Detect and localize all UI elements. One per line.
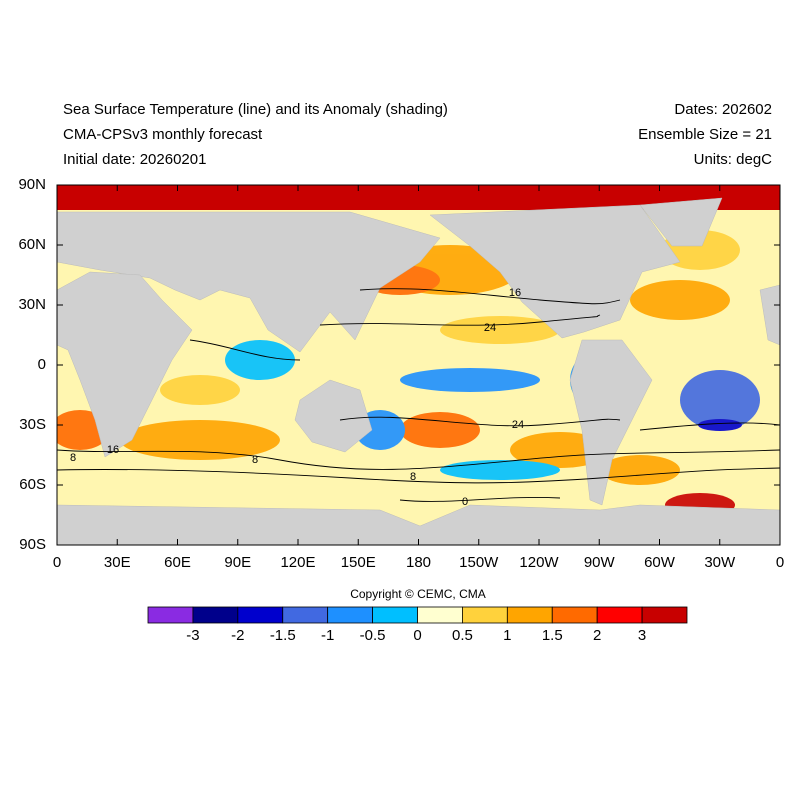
lon-label: 90W bbox=[584, 554, 616, 571]
colorbar-label: -3 bbox=[186, 627, 199, 644]
colorbar-box bbox=[327, 606, 373, 624]
lon-label: 120W bbox=[519, 554, 559, 571]
contour-label: 8 bbox=[252, 454, 258, 466]
contour-label: 16 bbox=[107, 444, 119, 456]
colorbar-box bbox=[147, 606, 194, 624]
colorbar-label: -0.5 bbox=[360, 627, 386, 644]
lon-label: 0 bbox=[53, 554, 61, 571]
colorbar-box bbox=[506, 606, 553, 624]
contour-label: 0 bbox=[462, 496, 468, 508]
lat-label: 90S bbox=[19, 536, 46, 553]
colorbar-box bbox=[417, 606, 463, 624]
map: 16 24 24 16 8 8 8 0 bbox=[57, 185, 780, 545]
lon-label: 0 bbox=[776, 554, 784, 571]
lon-label: 120E bbox=[280, 554, 315, 571]
colorbar-box bbox=[641, 606, 688, 624]
colorbar-box bbox=[237, 606, 284, 624]
colorbar-label: 3 bbox=[638, 627, 646, 644]
colorbar-label: 1 bbox=[503, 627, 511, 644]
header-right: Units: degC bbox=[694, 151, 773, 168]
colorbar-box bbox=[462, 606, 508, 624]
colorbar-label: 1.5 bbox=[542, 627, 563, 644]
lon-label: 150E bbox=[341, 554, 376, 571]
lat-label: 90N bbox=[18, 176, 46, 193]
lon-label: 60E bbox=[164, 554, 191, 571]
header-right: Dates: 202602 bbox=[674, 101, 772, 118]
header-left: Initial date: 20260201 bbox=[63, 151, 206, 168]
colorbar-box bbox=[596, 606, 643, 624]
lon-label: 150W bbox=[459, 554, 499, 571]
lon-label: 30E bbox=[104, 554, 131, 571]
contour-label: 24 bbox=[484, 322, 496, 334]
contour-label: 8 bbox=[70, 452, 76, 464]
colorbar-label: -1.5 bbox=[270, 627, 296, 644]
contour-label: 8 bbox=[410, 471, 416, 483]
colorbar-box bbox=[551, 606, 598, 624]
lon-label: 60W bbox=[644, 554, 676, 571]
lon-label: 30W bbox=[704, 554, 736, 571]
contour-label: 24 bbox=[512, 419, 524, 431]
colorbar-box bbox=[282, 606, 329, 624]
colorbar-label: -1 bbox=[321, 627, 334, 644]
lat-label: 60N bbox=[18, 236, 46, 253]
lon-label: 180 bbox=[406, 554, 431, 571]
lat-label: 0 bbox=[38, 356, 46, 373]
lat-label: 30N bbox=[18, 296, 46, 313]
colorbar-box bbox=[372, 606, 418, 624]
colorbar-box bbox=[192, 606, 239, 624]
header-left: Sea Surface Temperature (line) and its A… bbox=[63, 101, 448, 118]
colorbar-label: -2 bbox=[231, 627, 244, 644]
lat-label: 60S bbox=[19, 476, 46, 493]
header-left: CMA-CPSv3 monthly forecast bbox=[63, 126, 263, 143]
copyright: Copyright © CEMC, CMA bbox=[350, 587, 486, 601]
contour-label: 16 bbox=[509, 287, 521, 299]
lat-label: 30S bbox=[19, 416, 46, 433]
lon-label: 90E bbox=[224, 554, 251, 571]
colorbar-label: 0 bbox=[413, 627, 421, 644]
colorbar-label: 0.5 bbox=[452, 627, 473, 644]
sst-contours bbox=[57, 288, 780, 502]
header-right: Ensemble Size = 21 bbox=[638, 126, 772, 143]
land bbox=[57, 197, 780, 545]
colorbar-label: 2 bbox=[593, 627, 601, 644]
